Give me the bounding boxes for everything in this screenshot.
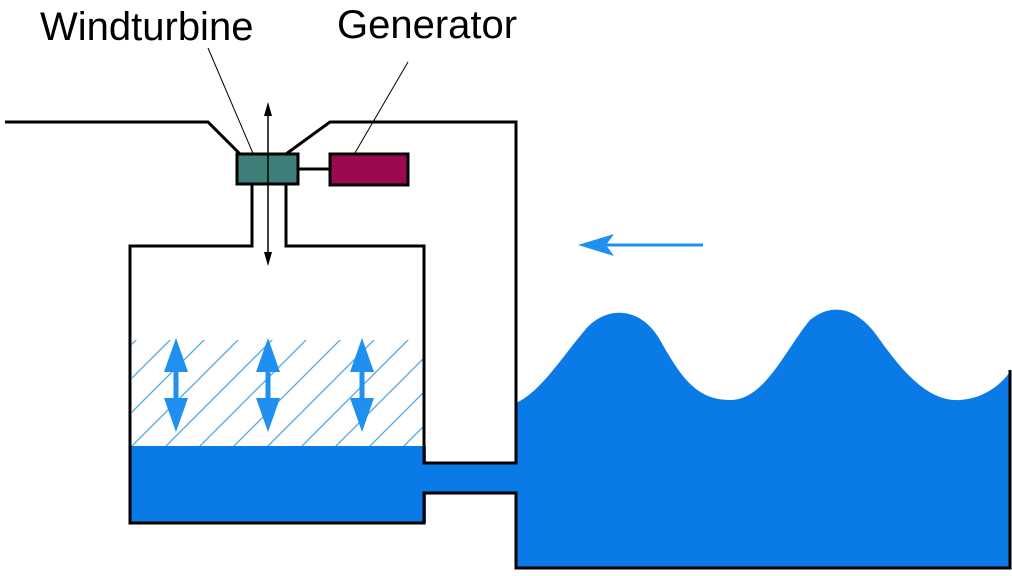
sea-water bbox=[516, 309, 1010, 568]
generator-box bbox=[328, 152, 410, 187]
chamber-water bbox=[130, 446, 426, 523]
water-level-arrow-icon bbox=[350, 338, 374, 432]
chamber-inner-wall bbox=[284, 120, 518, 465]
windturbine-leader-line bbox=[207, 47, 256, 159]
generator-leader-line bbox=[344, 61, 409, 171]
generator-label: Generator bbox=[337, 3, 517, 47]
air-flow-arrow-icon bbox=[264, 102, 272, 266]
channel-water bbox=[424, 463, 518, 493]
chamber-wall bbox=[128, 184, 1012, 570]
water-level-arrow-icon bbox=[256, 338, 280, 432]
water-level-arrow-icon bbox=[164, 338, 188, 432]
wave-direction-arrow-icon bbox=[578, 234, 703, 256]
roof-line bbox=[5, 120, 242, 156]
windturbine-label: Windturbine bbox=[40, 5, 253, 49]
